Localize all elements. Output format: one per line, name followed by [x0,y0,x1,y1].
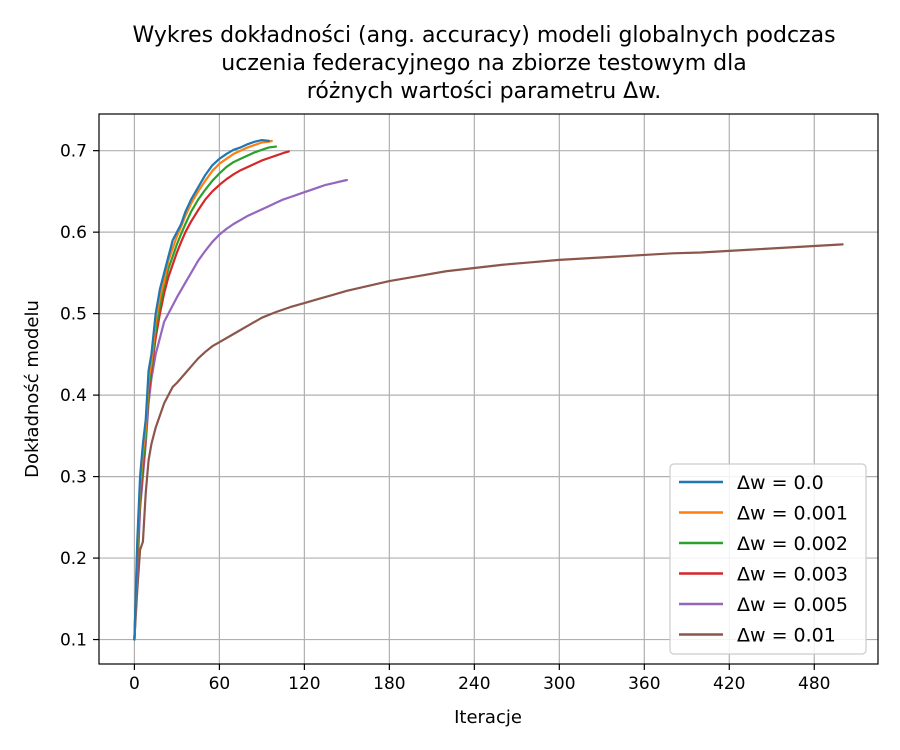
x-tick-label: 300 [543,674,575,694]
legend-label-2: Δw = 0.002 [737,533,848,555]
y-tick-label: 0.5 [60,305,87,325]
legend-label-1: Δw = 0.001 [737,503,848,525]
chart-title-line-3: różnych wartości parametru Δw. [307,79,661,104]
legend-label-3: Δw = 0.003 [737,564,848,586]
x-tick-label: 420 [713,674,745,694]
y-tick-label: 0.1 [60,631,87,651]
x-tick-label: 60 [209,674,231,694]
y-tick-label: 0.7 [60,142,87,162]
series-line-5 [133,243,844,641]
series-lines [133,138,844,641]
x-tick-label: 480 [798,674,830,694]
x-tick-label: 0 [129,674,140,694]
x-axis-label: Iteracje [454,707,522,728]
x-tick-label: 360 [628,674,660,694]
y-tick-label: 0.3 [60,468,87,488]
x-tick-label: 120 [288,674,320,694]
legend-label-4: Δw = 0.005 [737,594,848,616]
series-line-0 [133,138,271,641]
legend-label-0: Δw = 0.0 [737,472,824,494]
legend-entries: Δw = 0.0 Δw = 0.001 Δw = 0.002 Δw = 0.003 Δw… [679,472,848,647]
chart-title-line-1: Wykres dokładności (ang. accuracy) model… [132,23,835,48]
legend-label-5: Δw = 0.01 [737,625,836,647]
y-axis-label: Dokładność modelu [22,300,43,478]
plot-area-frame [98,113,879,665]
axis-ticks: 0 60 120 180 240 300 360 420 480 0.1 0.2 0.3 0.4 0.5 0… [60,142,831,694]
x-tick-label: 240 [458,674,490,694]
y-tick-label: 0.2 [60,549,87,569]
y-tick-label: 0.4 [60,386,87,406]
chart-title-line-2: uczenia federacyjnego na zbiorze testowy… [221,51,746,76]
legend: Δw = 0.0 Δw = 0.001 Δw = 0.002 Δw = 0.003 Δw… [669,463,867,655]
y-tick-label: 0.6 [60,223,87,243]
x-tick-label: 180 [373,674,405,694]
